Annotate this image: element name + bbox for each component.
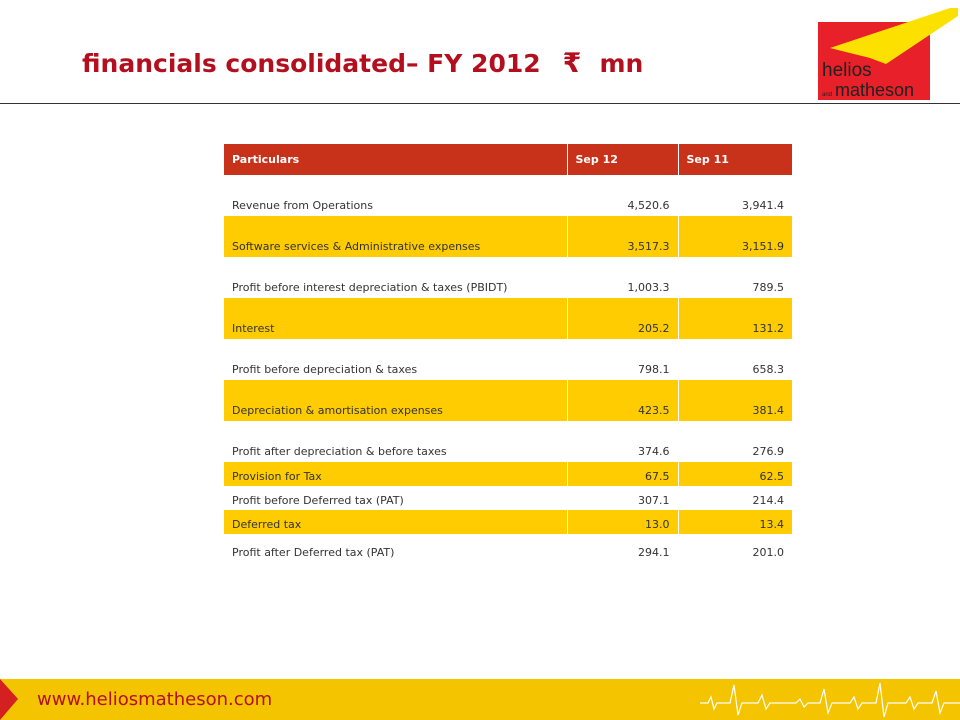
header-divider	[0, 103, 960, 104]
table-row: Revenue from Operations 4,520.6 3,941.4	[224, 175, 792, 216]
row-label: Revenue from Operations	[224, 175, 568, 216]
row-sep11: 381.4	[678, 380, 792, 421]
row-sep12: 423.5	[567, 380, 679, 421]
logo-text-matheson: matheson	[835, 80, 914, 100]
table-row: Profit after depreciation & before taxes…	[224, 421, 792, 462]
financials-table: Particulars Sep 12 Sep 11 Revenue from O…	[224, 144, 792, 563]
row-sep12: 374.6	[567, 421, 679, 462]
header-sep12: Sep 12	[567, 144, 679, 175]
table-row: Profit after Deferred tax (PAT) 294.1 20…	[224, 534, 792, 563]
logo-text-helios: helios	[822, 60, 872, 81]
logo-text-and: and	[822, 92, 832, 98]
row-label: Software services & Administrative expen…	[224, 216, 568, 257]
header-sep11: Sep 11	[678, 144, 792, 175]
helios-matheson-logo: helios and matheson	[818, 8, 958, 100]
title-text: financials consolidated– FY 2012	[82, 48, 541, 78]
table-row: Provision for Tax 67.5 62.5	[224, 462, 792, 486]
row-sep11: 3,941.4	[742, 199, 784, 212]
table-row: Interest 205.2 131.2	[224, 298, 792, 339]
table-row: Software services & Administrative expen…	[224, 216, 792, 257]
table-header-row: Particulars Sep 12 Sep 11	[224, 144, 792, 175]
row-sep12: 4,520.6	[567, 175, 679, 216]
row-label: Profit before Deferred tax (PAT)	[224, 486, 568, 510]
row-sep11: 131.2	[678, 298, 792, 339]
row-sep12: 294.1	[567, 534, 679, 563]
table-row: Profit before interest depreciation & ta…	[224, 257, 792, 298]
row-label: Depreciation & amortisation expenses	[224, 380, 568, 421]
row-sep11: 201.0	[752, 546, 785, 559]
row-sep11: 13.4	[678, 510, 792, 534]
row-sep11: 789.5	[752, 281, 785, 294]
row-label: Provision for Tax	[224, 462, 568, 486]
row-sep12: 307.1	[567, 486, 679, 510]
table-row: Depreciation & amortisation expenses 423…	[224, 380, 792, 421]
row-sep12: 1,003.3	[567, 257, 679, 298]
table-row: Profit before depreciation & taxes 798.1…	[224, 339, 792, 380]
row-sep12: 67.5	[567, 462, 679, 486]
table-row: Profit before Deferred tax (PAT) 307.1 2…	[224, 486, 792, 510]
row-sep11: 276.9	[752, 445, 785, 458]
page-title: financials consolidated– FY 2012 ₹ mn	[82, 43, 643, 83]
header-particulars: Particulars	[224, 144, 568, 175]
row-label: Profit before depreciation & taxes	[224, 339, 568, 380]
row-sep12: 205.2	[567, 298, 679, 339]
row-label: Deferred tax	[224, 510, 568, 534]
row-sep12: 3,517.3	[567, 216, 679, 257]
table-row: Deferred tax 13.0 13.4	[224, 510, 792, 534]
row-sep12: 13.0	[567, 510, 679, 534]
footer-bar: www.heliosmatheson.com	[0, 679, 960, 720]
rupee-symbol: ₹	[562, 47, 582, 79]
row-label: Profit before interest depreciation & ta…	[224, 257, 568, 298]
row-label: Profit after Deferred tax (PAT)	[224, 534, 568, 563]
row-sep11: 214.4	[752, 494, 785, 507]
heartbeat-line-icon	[700, 682, 960, 718]
title-unit: mn	[599, 48, 644, 78]
row-sep11: 62.5	[678, 462, 792, 486]
row-label: Profit after depreciation & before taxes	[224, 421, 568, 462]
row-sep11: 658.3	[752, 363, 785, 376]
footer-url-link[interactable]: www.heliosmatheson.com	[37, 689, 273, 710]
row-sep11: 3,151.9	[678, 216, 792, 257]
footer-arrow-icon	[0, 679, 18, 720]
row-sep12: 798.1	[567, 339, 679, 380]
row-label: Interest	[224, 298, 568, 339]
